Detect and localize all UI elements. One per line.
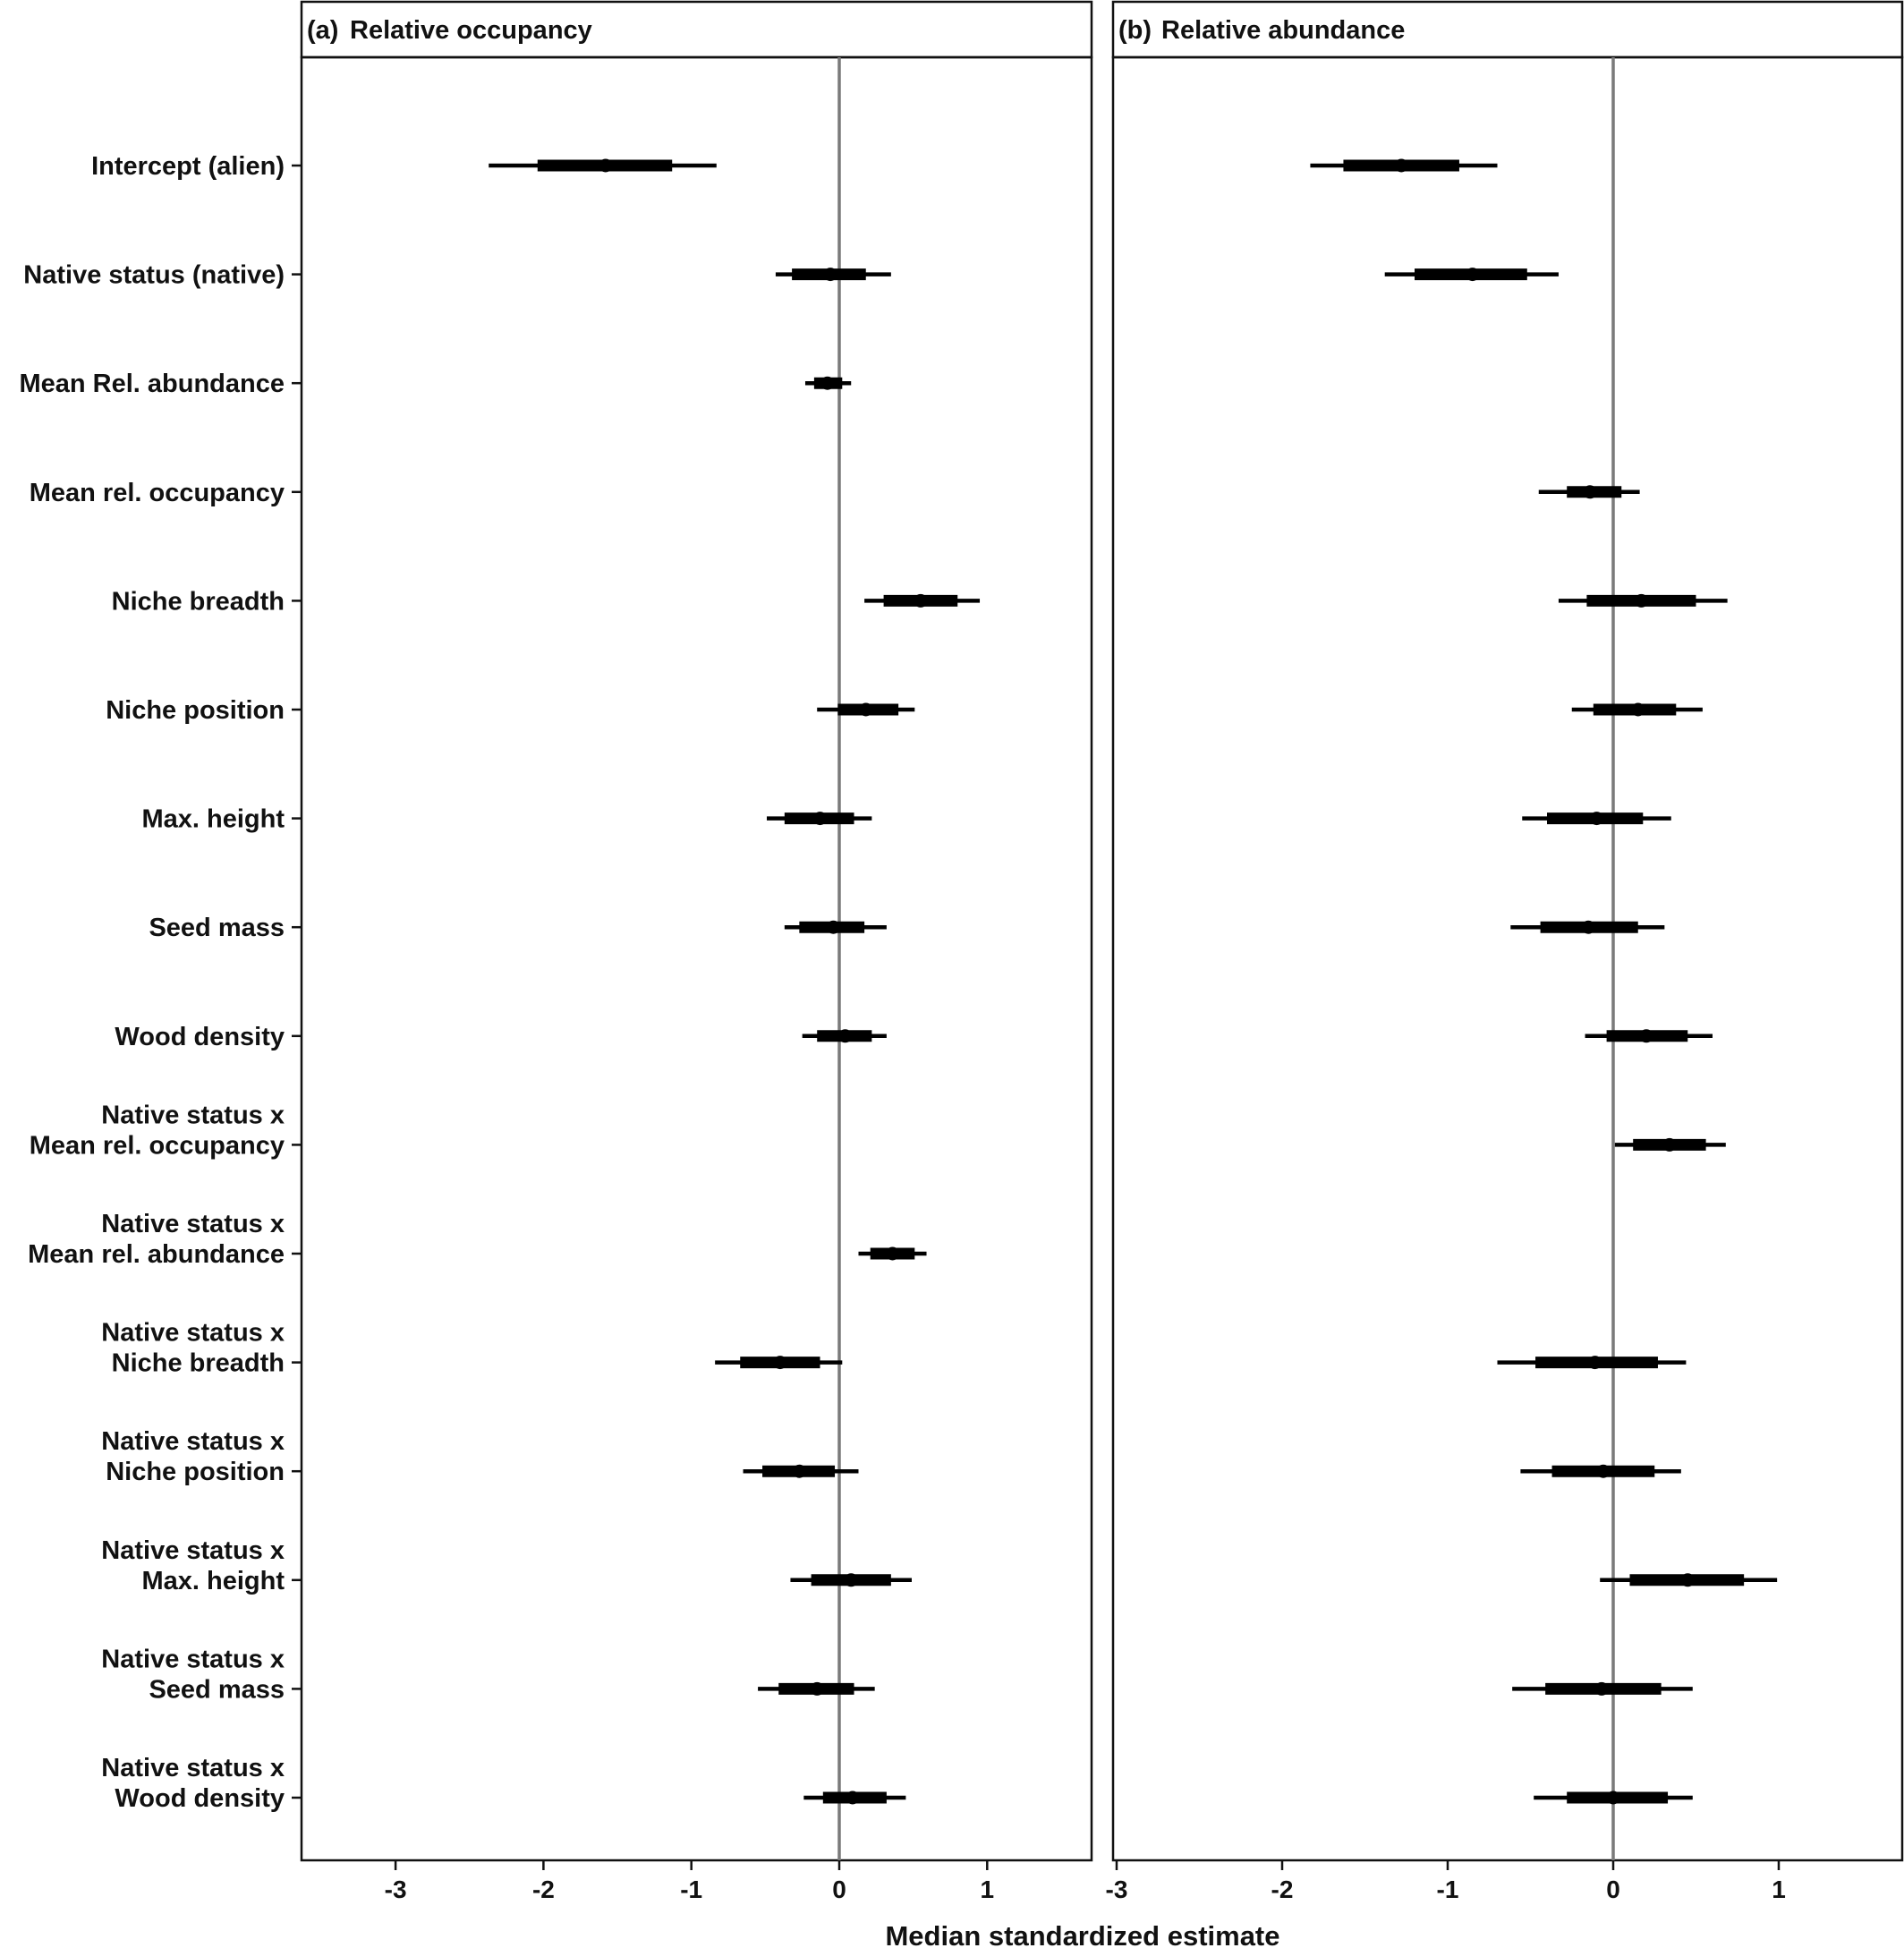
panel-strip: [300, 0, 1093, 59]
row-label: Seed mass: [149, 914, 285, 942]
median-point: [773, 1356, 787, 1370]
median-point: [1590, 812, 1603, 826]
panel-tag: (b): [1118, 16, 1152, 45]
median-point: [823, 268, 837, 282]
row-label: Niche position: [106, 696, 285, 725]
panel-frame: [1111, 55, 1904, 1862]
estimate-row: [802, 1029, 887, 1043]
x-tick-label: -1: [680, 1876, 702, 1903]
estimate-row: [784, 920, 887, 934]
median-point: [838, 1029, 853, 1043]
row-label: Intercept (alien): [91, 152, 285, 181]
median-point: [846, 1791, 860, 1805]
panel-title: Relative abundance: [1161, 16, 1405, 45]
row-label: Native status x Mean rel. occupancy: [30, 1101, 285, 1160]
x-tick-label: -2: [1271, 1876, 1294, 1903]
estimate-row: [804, 376, 852, 390]
x-tick-label: 1: [1772, 1876, 1786, 1903]
estimate-row: [1497, 1356, 1687, 1370]
median-point: [1662, 1137, 1677, 1152]
median-point: [914, 593, 928, 608]
x-tick-label: -1: [1437, 1876, 1459, 1903]
row-label: Native status x Mean rel. abundance: [28, 1210, 285, 1269]
estimate-row: [1600, 1573, 1778, 1587]
row-label: Native status x Max. height: [101, 1536, 285, 1595]
estimate-row: [775, 268, 891, 282]
row-label: Native status x Niche breadth: [101, 1319, 285, 1378]
estimate-row: [1510, 920, 1665, 934]
estimate-row: [1310, 158, 1498, 173]
estimate-row: [858, 1246, 927, 1261]
median-point: [820, 376, 835, 390]
median-point: [1594, 1681, 1609, 1696]
x-tick-label: -3: [385, 1876, 407, 1903]
median-point: [810, 1681, 824, 1696]
row-label: Mean rel. occupancy: [30, 479, 285, 507]
x-tick-label: 0: [832, 1876, 846, 1903]
row-label: Niche breadth: [112, 587, 285, 616]
x-tick-label: -2: [532, 1876, 555, 1903]
estimate-row: [715, 1356, 843, 1370]
x-tick-label: -3: [1106, 1876, 1128, 1903]
row-label: Native status x Niche position: [101, 1427, 285, 1486]
estimate-row: [758, 1681, 875, 1696]
row-label: Native status x Seed mass: [101, 1645, 285, 1704]
panel-relative-occupancy: (a) Relative occupancy -3 -2 -1 0 1: [292, 0, 1093, 1903]
row-label: Native status (native): [23, 261, 285, 290]
estimate-row: [1520, 1464, 1681, 1478]
x-axis-title: Median standardized estimate: [885, 1920, 1279, 1948]
median-point: [1634, 593, 1648, 608]
median-point: [1680, 1573, 1695, 1587]
panel-relative-abundance: (b) Relative abundance -3 -2 -1 0 1: [1106, 0, 1904, 1903]
estimate-row: [1558, 593, 1728, 608]
estimate-row: [1512, 1681, 1693, 1696]
median-point: [1581, 920, 1595, 934]
estimate-row: [817, 702, 915, 717]
estimate-row: [790, 1573, 912, 1587]
row-label: Wood density: [115, 1023, 285, 1051]
median-point: [1466, 268, 1480, 282]
median-point: [1596, 1464, 1611, 1478]
panel-frame: [300, 55, 1093, 1862]
median-point: [826, 920, 840, 934]
estimate-row: [1538, 485, 1640, 499]
median-point: [599, 158, 613, 173]
estimate-row: [1534, 1791, 1693, 1805]
estimate-row: [1571, 702, 1703, 717]
median-point: [886, 1246, 900, 1261]
estimate-row: [489, 158, 717, 173]
row-label: Mean Rel. abundance: [19, 370, 285, 398]
panel-title: Relative occupancy: [350, 16, 592, 45]
estimate-row: [743, 1464, 859, 1478]
panel-tag: (a): [307, 16, 338, 45]
median-point: [844, 1573, 858, 1587]
median-point: [792, 1464, 806, 1478]
median-point: [859, 702, 873, 717]
estimate-row: [767, 812, 872, 826]
estimate-row: [864, 593, 981, 608]
x-tick-label: 0: [1606, 1876, 1620, 1903]
median-point: [1588, 1356, 1602, 1370]
median-point: [813, 812, 828, 826]
row-label: Native status x Wood density: [101, 1754, 285, 1813]
median-point: [1583, 485, 1597, 499]
estimate-row: [1614, 1137, 1726, 1152]
panel-strip: [1111, 0, 1904, 59]
estimate-row: [803, 1791, 906, 1805]
row-label-group: Intercept (alien) Native status (native) M…: [19, 152, 285, 1813]
row-label: Max. height: [141, 805, 285, 834]
estimate-row: [1522, 812, 1671, 826]
median-point: [1394, 158, 1408, 173]
x-tick-label: 1: [981, 1876, 995, 1903]
median-point: [1606, 1791, 1620, 1805]
estimate-row: [1585, 1029, 1713, 1043]
median-point: [1639, 1029, 1653, 1043]
median-point: [1631, 702, 1645, 717]
estimate-row: [1384, 268, 1559, 282]
